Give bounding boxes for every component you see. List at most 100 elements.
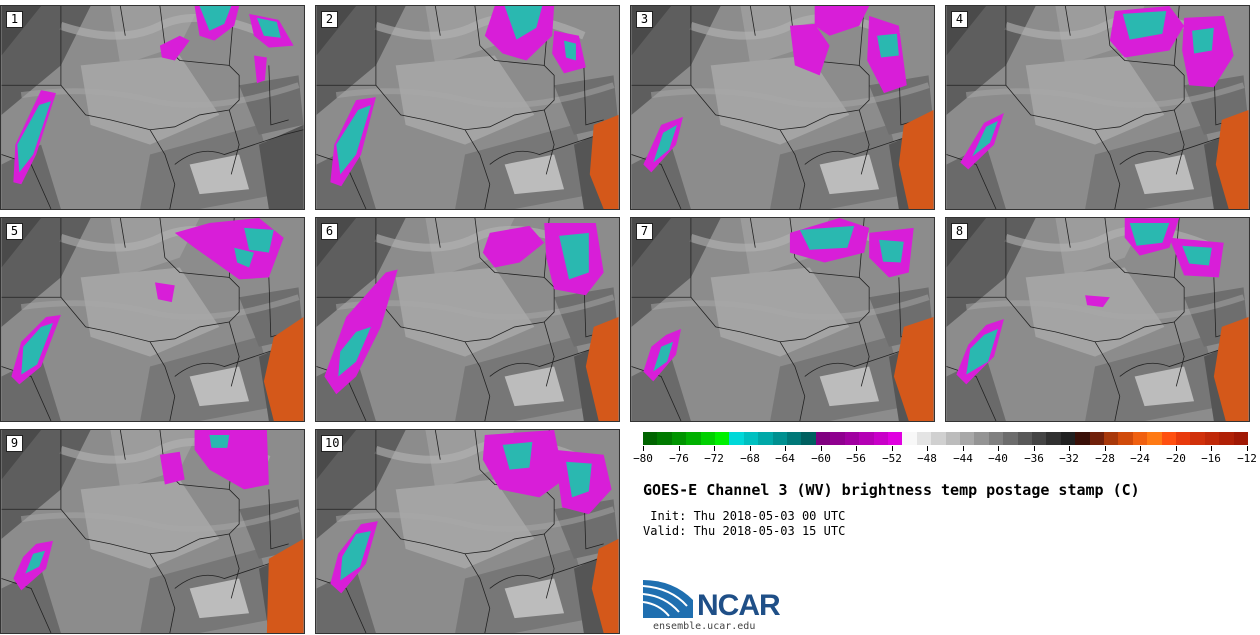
colorbar-tick-label: −44: [953, 452, 973, 465]
stamp-panel-6: 6: [315, 217, 620, 422]
colorbar-swatch: [873, 432, 888, 445]
colorbar-swatch: [1204, 432, 1220, 445]
stamp-panel-2: 2: [315, 5, 620, 210]
colorbar-tick-label: −32: [1059, 452, 1079, 465]
panel-number: 4: [951, 11, 968, 28]
colorbar-tick-label: −64: [775, 452, 795, 465]
colorbar-swatch: [815, 432, 831, 445]
colorbar-tick-label: −24: [1130, 452, 1150, 465]
colorbar-tick-label: −28: [1095, 452, 1115, 465]
wv-map: [316, 6, 619, 209]
figure-title: GOES-E Channel 3 (WV) brightness temp po…: [643, 481, 1140, 499]
colorbar-swatch: [686, 432, 701, 445]
colorbar-tick-label: −60: [811, 452, 831, 465]
colorbar-tick: [963, 446, 964, 451]
colorbar-tick-label: −48: [917, 452, 937, 465]
colorbar-tick: [998, 446, 999, 451]
wv-map: [946, 218, 1249, 421]
colorbar-swatch: [787, 432, 802, 445]
colorbar-tick: [1034, 446, 1035, 451]
stamp-panel-1: 1: [0, 5, 305, 210]
colorbar-tick: [1176, 446, 1177, 451]
colorbar-swatch: [715, 432, 730, 445]
colorbar-tick: [1211, 446, 1212, 451]
colorbar-tick-label: −76: [669, 452, 689, 465]
init-time: Init: Thu 2018-05-03 00 UTC: [643, 509, 846, 523]
colorbar-swatch: [657, 432, 672, 445]
colorbar-swatch: [1017, 432, 1032, 445]
wv-map: [631, 6, 934, 209]
colorbar-tick: [750, 446, 751, 451]
colorbar-swatch: [671, 432, 687, 445]
colorbar-swatch: [1118, 432, 1133, 445]
colorbar-swatch: [1060, 432, 1076, 445]
colorbar-swatch: [1089, 432, 1104, 445]
panel-number: 7: [636, 223, 653, 240]
colorbar-swatch: [1075, 432, 1090, 445]
colorbar-tick: [714, 446, 715, 451]
valid-time: Valid: Thu 2018-05-03 15 UTC: [643, 524, 846, 538]
wv-map: [946, 6, 1249, 209]
colorbar-swatch: [643, 432, 658, 445]
colorbar-swatch: [1161, 432, 1177, 445]
colorbar-swatch: [959, 432, 975, 445]
colorbar: [643, 432, 1249, 445]
colorbar-swatch: [1219, 432, 1234, 445]
stamp-panel-7: 7: [630, 217, 935, 422]
wv-map: [316, 430, 619, 633]
colorbar-tick: [1247, 446, 1248, 451]
colorbar-tick-label: −68: [740, 452, 760, 465]
logo-text: NCAR: [697, 589, 781, 622]
wv-map: [631, 218, 934, 421]
panel-number: 9: [6, 435, 23, 452]
stamp-panel-5: 5: [0, 217, 305, 422]
panel-number: 6: [321, 223, 338, 240]
colorbar-tick: [821, 446, 822, 451]
colorbar-swatch: [1233, 432, 1249, 445]
colorbar-swatch: [743, 432, 759, 445]
colorbar-swatch: [1003, 432, 1018, 445]
stamp-panel-8: 8: [945, 217, 1250, 422]
colorbar-tick-label: −36: [1024, 452, 1044, 465]
wv-map: [316, 218, 619, 421]
colorbar-swatch: [801, 432, 816, 445]
colorbar-tick: [927, 446, 928, 451]
colorbar-swatch: [1190, 432, 1205, 445]
colorbar-tick: [1140, 446, 1141, 451]
colorbar-swatch: [887, 432, 903, 445]
colorbar-swatch: [1046, 432, 1061, 445]
colorbar-tick-label: −16: [1201, 452, 1221, 465]
wv-map: [1, 218, 304, 421]
colorbar-swatch: [931, 432, 946, 445]
colorbar-swatch: [758, 432, 773, 445]
colorbar-tick-label: −52: [882, 452, 902, 465]
panel-number: 10: [321, 435, 344, 452]
colorbar-tick-label: −20: [1166, 452, 1186, 465]
colorbar-tick: [856, 446, 857, 451]
colorbar-swatch: [1031, 432, 1047, 445]
colorbar-swatch: [1176, 432, 1191, 445]
colorbar-tick-label: −80: [633, 452, 653, 465]
wv-map: [1, 6, 304, 209]
colorbar-tick: [1105, 446, 1106, 451]
colorbar-swatch: [902, 432, 917, 445]
colorbar-swatch: [916, 432, 932, 445]
colorbar-swatch: [1147, 432, 1162, 445]
colorbar-swatch: [729, 432, 744, 445]
colorbar-tick-label: −40: [988, 452, 1008, 465]
colorbar-swatch: [830, 432, 845, 445]
site-url: ensemble.ucar.edu: [653, 621, 756, 632]
colorbar-ticks: −80 −76 −72 −68 −64 −60 −56 −52 −48 −44 −40 −36 −32 −…: [633, 446, 1257, 466]
colorbar-swatch: [700, 432, 716, 445]
stamp-panel-9: 9: [0, 429, 305, 634]
colorbar-swatch: [974, 432, 989, 445]
colorbar-tick-label: −56: [846, 452, 866, 465]
colorbar-tick: [785, 446, 786, 451]
colorbar-swatch: [1104, 432, 1119, 445]
colorbar-swatch: [859, 432, 874, 445]
colorbar-tick: [892, 446, 893, 451]
panel-number: 3: [636, 11, 653, 28]
colorbar-swatch: [1132, 432, 1148, 445]
colorbar-swatch: [772, 432, 788, 445]
colorbar-tick-label: −12: [1237, 452, 1257, 465]
